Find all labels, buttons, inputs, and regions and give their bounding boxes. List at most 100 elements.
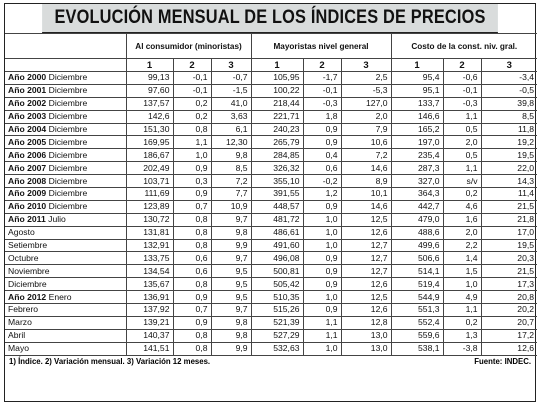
value-cell: 12,6 (340, 303, 392, 317)
value-cell: 519,4 (390, 277, 444, 292)
value-cell: 9,8 (210, 328, 252, 343)
row-label: Año 2005 Diciembre (5, 135, 127, 150)
value-cell: 551,3 (390, 303, 444, 317)
value-cell: 14,6 (340, 199, 392, 214)
value-cell: 6,1 (210, 122, 252, 137)
value-cell: 1,0 (302, 212, 342, 227)
value-cell: 1,5 (442, 264, 482, 279)
value-cell: 133,75 (125, 251, 174, 266)
value-cell: 95,1 (390, 83, 444, 98)
group-header-wholesale: Mayoristas nivel general (250, 33, 392, 59)
value-cell: -0,1 (172, 83, 212, 98)
value-cell: 2,0 (340, 109, 392, 124)
value-cell: 20,2 (480, 303, 538, 317)
subheader-cell: 2 (172, 58, 212, 72)
row-label: Año 2000 Diciembre (5, 71, 127, 85)
value-cell: 22,0 (480, 161, 538, 176)
table-row: Año 2008 Diciembre 103,71 0,3 7,2 355,10 -0,2… (5, 174, 538, 189)
value-cell: 137,92 (125, 303, 174, 317)
table-row: Año 2010 Diciembre 123,89 0,7 10,9 448,57 0,9… (5, 199, 538, 214)
row-label: Diciembre (5, 277, 127, 292)
row-year: Año 2004 (8, 124, 47, 134)
table-row: Febrero 137,92 0,7 9,7 515,26 0,9 12,6 551,3 1,1… (5, 303, 538, 317)
group-header-construction: Costo de la const. niv. gral. (390, 33, 538, 59)
row-label: Año 2002 Diciembre (5, 96, 127, 111)
subheader-cell: 2 (442, 58, 482, 72)
row-period: Diciembre (48, 124, 88, 134)
table-footer: 1) Índice. 2) Variación mensual. 3) Vari… (5, 356, 535, 368)
value-cell: 0,8 (172, 277, 212, 292)
table-row: Noviembre 134,54 0,6 9,5 500,81 0,9 12,7 514,1 1… (5, 264, 538, 279)
value-cell: 9,5 (210, 264, 252, 279)
value-cell: 1,0 (302, 238, 342, 253)
group-header-consumer: Al consumidor (minoristas) (125, 33, 252, 59)
value-cell: 0,8 (172, 212, 212, 227)
table-row: Año 2002 Diciembre 137,57 0,2 41,0 218,44 -0,… (5, 96, 538, 111)
value-cell: -0,3 (442, 96, 482, 111)
empty-header-cell (5, 33, 127, 59)
value-cell: 14,3 (480, 174, 538, 189)
value-cell: 1,1 (442, 303, 482, 317)
value-cell: 0,8 (172, 225, 212, 240)
value-cell: 14,6 (340, 161, 392, 176)
value-cell: 514,1 (390, 264, 444, 279)
row-period: Diciembre (48, 188, 88, 199)
table-row: Año 2005 Diciembre 169,95 1,1 12,30 265,79 0,… (5, 135, 538, 150)
value-cell: 0,9 (172, 290, 212, 305)
value-cell: 12,7 (340, 264, 392, 279)
value-cell: 0,8 (172, 341, 212, 356)
value-cell: 133,7 (390, 96, 444, 111)
value-cell: 19,5 (480, 238, 538, 253)
value-cell: 99,13 (125, 71, 174, 85)
table-row: Abril 140,37 0,8 9,8 527,29 1,1 13,0 559,6 1,3 17… (5, 328, 538, 343)
value-cell: -0,2 (302, 174, 342, 189)
value-cell: 10,6 (340, 135, 392, 150)
value-cell: 1,0 (442, 277, 482, 292)
value-cell: 4,9 (442, 290, 482, 305)
value-cell: 9,9 (210, 238, 252, 253)
row-label: Octubre (5, 251, 127, 266)
value-cell: 100,22 (250, 83, 304, 98)
value-cell: -0,1 (302, 83, 342, 98)
row-label: Año 2004 Diciembre (5, 122, 127, 137)
value-cell: 139,21 (125, 315, 174, 330)
value-cell: 202,49 (125, 161, 174, 176)
table-row: Año 2011 Julio 130,72 0,8 9,7 481,72 1,0 12,5 4… (5, 212, 538, 227)
row-label: Año 2011 Julio (5, 212, 127, 227)
value-cell: 9,5 (210, 277, 252, 292)
value-cell: 538,1 (390, 341, 444, 356)
value-cell: 1,2 (302, 187, 342, 201)
value-cell: 3,63 (210, 109, 252, 124)
row-period: Enero (48, 291, 72, 302)
value-cell: 142,6 (125, 109, 174, 124)
table-row: Setiembre 132,91 0,8 9,9 491,60 1,0 12,7 499,6 2… (5, 238, 538, 253)
value-cell: 0,6 (172, 251, 212, 266)
value-cell: 486,61 (250, 225, 304, 240)
row-period: Diciembre (48, 201, 88, 212)
group-header-row: Al consumidor (minoristas) Mayoristas ni… (5, 33, 538, 59)
value-cell: 499,6 (390, 238, 444, 253)
row-label: Setiembre (5, 238, 127, 253)
value-cell: 41,0 (210, 96, 252, 111)
value-cell: 9,8 (210, 148, 252, 163)
value-cell: 265,79 (250, 135, 304, 150)
value-cell: 0,8 (172, 122, 212, 137)
value-cell: 7,2 (210, 174, 252, 189)
value-cell: 2,5 (340, 71, 392, 85)
value-cell: 146,6 (390, 109, 444, 124)
table-row: Año 2007 Diciembre 202,49 0,9 8,5 326,32 0,6 1… (5, 161, 538, 176)
row-year: Año 2006 (8, 149, 47, 160)
row-year: Año 2012 (8, 291, 47, 302)
value-cell: 479,0 (390, 212, 444, 227)
value-cell: 0,2 (172, 109, 212, 124)
subheader-row: 1 2 3 1 2 3 1 2 3 (5, 58, 538, 72)
row-label: Agosto (5, 225, 127, 240)
row-label: Abril (5, 328, 127, 343)
row-period: Diciembre (48, 72, 88, 83)
value-cell: -1,7 (302, 71, 342, 85)
value-cell: 0,3 (172, 174, 212, 189)
row-period: Diciembre (48, 98, 88, 109)
row-period: Setiembre (8, 240, 48, 251)
value-cell: 21,5 (480, 199, 538, 214)
value-cell: -0,1 (442, 83, 482, 98)
